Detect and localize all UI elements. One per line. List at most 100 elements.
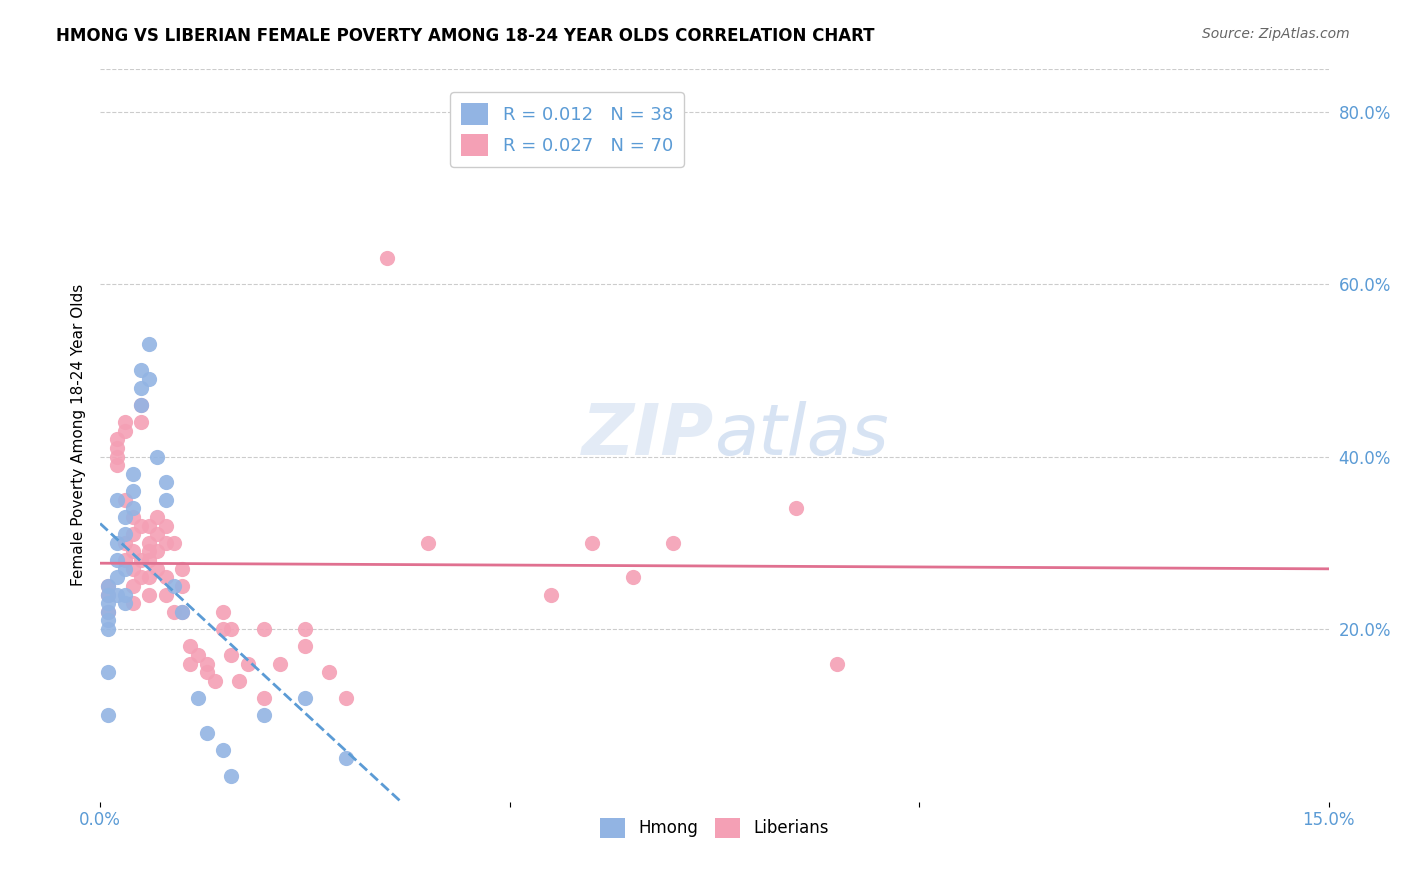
Point — [105, 588, 128, 602]
Point — [236, 657, 259, 671]
Point — [97, 588, 120, 602]
Point — [228, 673, 250, 688]
Point — [212, 605, 235, 619]
Point — [219, 648, 242, 662]
Point — [219, 769, 242, 783]
Point — [212, 622, 235, 636]
Point — [416, 536, 439, 550]
Point — [105, 492, 128, 507]
Point — [155, 588, 177, 602]
Point — [581, 536, 603, 550]
Point — [146, 510, 169, 524]
Point — [146, 562, 169, 576]
Point — [122, 484, 145, 499]
Point — [662, 536, 685, 550]
Point — [122, 501, 145, 516]
Point — [294, 622, 316, 636]
Point — [129, 398, 152, 412]
Point — [269, 657, 291, 671]
Point — [212, 743, 235, 757]
Point — [155, 536, 177, 550]
Point — [294, 691, 316, 706]
Point — [163, 605, 186, 619]
Point — [146, 450, 169, 464]
Point — [129, 363, 152, 377]
Point — [138, 553, 160, 567]
Point — [129, 570, 152, 584]
Point — [97, 588, 120, 602]
Point — [97, 579, 120, 593]
Point — [105, 458, 128, 473]
Point — [170, 579, 193, 593]
Point — [253, 691, 276, 706]
Point — [146, 544, 169, 558]
Point — [499, 147, 522, 161]
Point — [122, 544, 145, 558]
Point — [195, 657, 218, 671]
Point — [97, 708, 120, 723]
Point — [785, 501, 807, 516]
Point — [155, 518, 177, 533]
Point — [114, 588, 136, 602]
Point — [114, 562, 136, 576]
Point — [155, 492, 177, 507]
Text: HMONG VS LIBERIAN FEMALE POVERTY AMONG 18-24 YEAR OLDS CORRELATION CHART: HMONG VS LIBERIAN FEMALE POVERTY AMONG 1… — [56, 27, 875, 45]
Point — [195, 665, 218, 680]
Text: atlas: atlas — [714, 401, 889, 469]
Point — [179, 657, 201, 671]
Point — [155, 475, 177, 490]
Point — [170, 562, 193, 576]
Point — [122, 467, 145, 481]
Point — [827, 657, 849, 671]
Point — [253, 622, 276, 636]
Point — [97, 622, 120, 636]
Point — [114, 415, 136, 429]
Y-axis label: Female Poverty Among 18-24 Year Olds: Female Poverty Among 18-24 Year Olds — [72, 284, 86, 586]
Point — [105, 441, 128, 455]
Point — [122, 527, 145, 541]
Point — [114, 424, 136, 438]
Point — [294, 640, 316, 654]
Point — [335, 691, 357, 706]
Point — [621, 570, 644, 584]
Point — [138, 536, 160, 550]
Point — [97, 665, 120, 680]
Point — [219, 622, 242, 636]
Point — [129, 518, 152, 533]
Point — [97, 614, 120, 628]
Point — [129, 415, 152, 429]
Point — [146, 527, 169, 541]
Point — [129, 381, 152, 395]
Point — [114, 527, 136, 541]
Point — [129, 398, 152, 412]
Point — [187, 691, 209, 706]
Point — [318, 665, 340, 680]
Point — [97, 605, 120, 619]
Point — [122, 562, 145, 576]
Point — [155, 570, 177, 584]
Point — [170, 605, 193, 619]
Point — [122, 510, 145, 524]
Point — [105, 450, 128, 464]
Point — [187, 648, 209, 662]
Point — [253, 708, 276, 723]
Point — [540, 588, 562, 602]
Point — [114, 510, 136, 524]
Point — [97, 596, 120, 610]
Point — [122, 596, 145, 610]
Point — [105, 570, 128, 584]
Point — [163, 536, 186, 550]
Point — [163, 579, 186, 593]
Point — [138, 570, 160, 584]
Point — [129, 553, 152, 567]
Point — [114, 492, 136, 507]
Point — [195, 725, 218, 739]
Point — [138, 337, 160, 351]
Point — [179, 640, 201, 654]
Legend: Hmong, Liberians: Hmong, Liberians — [593, 811, 835, 845]
Point — [138, 372, 160, 386]
Point — [105, 433, 128, 447]
Point — [170, 605, 193, 619]
Point — [114, 553, 136, 567]
Text: ZIP: ZIP — [582, 401, 714, 469]
